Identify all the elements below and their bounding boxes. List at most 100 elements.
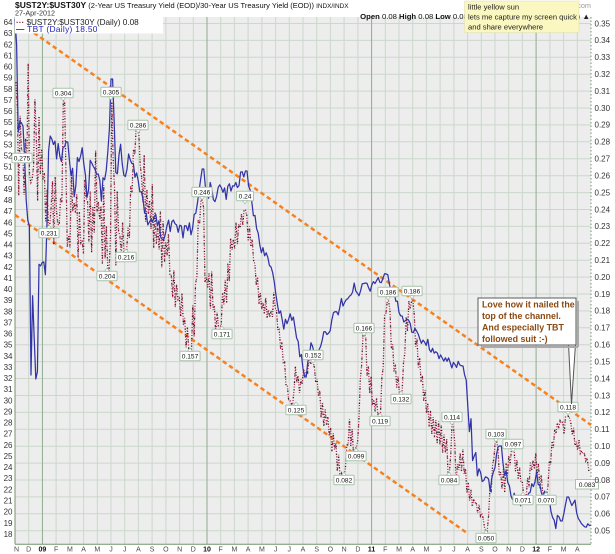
svg-text:0.28: 0.28 — [595, 138, 611, 147]
svg-text:0.11: 0.11 — [595, 425, 611, 434]
svg-text:A: A — [465, 547, 470, 554]
svg-text:0.22: 0.22 — [595, 239, 611, 248]
svg-text:0.17: 0.17 — [595, 324, 611, 333]
svg-text:47: 47 — [4, 207, 13, 216]
svg-text:F: F — [383, 547, 387, 554]
svg-text:F: F — [219, 547, 223, 554]
svg-text:0.23: 0.23 — [595, 222, 611, 231]
svg-text:0.083: 0.083 — [579, 482, 596, 489]
svg-text:0.10: 0.10 — [595, 442, 611, 451]
svg-text:— TBT (Daily) 18.50: — TBT (Daily) 18.50 — [16, 24, 98, 34]
svg-text:44: 44 — [4, 241, 13, 250]
svg-text:0.084: 0.084 — [441, 478, 458, 485]
svg-text:0.305: 0.305 — [103, 90, 120, 97]
svg-text:0.34: 0.34 — [595, 36, 611, 45]
svg-text:32: 32 — [4, 374, 13, 383]
svg-text:M: M — [561, 547, 567, 554]
svg-text:64: 64 — [4, 18, 13, 27]
svg-text:0.071: 0.071 — [515, 498, 532, 505]
svg-text:37: 37 — [4, 319, 13, 328]
svg-text:42: 42 — [4, 263, 13, 272]
svg-text:18: 18 — [4, 530, 13, 539]
svg-text:0.050: 0.050 — [478, 536, 495, 543]
svg-text:J: J — [452, 547, 456, 554]
svg-text:27-Apr-2012: 27-Apr-2012 — [15, 9, 55, 18]
svg-text:M: M — [259, 547, 265, 554]
svg-text:12: 12 — [532, 547, 540, 554]
svg-text:little yellow sun: little yellow sun — [468, 3, 519, 12]
svg-text:M: M — [94, 547, 100, 554]
svg-text:0.304: 0.304 — [55, 91, 72, 98]
svg-text:top of the channel.: top of the channel. — [482, 311, 561, 321]
svg-text:0.216: 0.216 — [118, 255, 135, 262]
svg-text:F: F — [548, 547, 552, 554]
svg-text:And especially TBT: And especially TBT — [482, 323, 564, 333]
svg-text:0.13: 0.13 — [595, 391, 611, 400]
svg-text:41: 41 — [4, 274, 13, 283]
svg-text:0.246: 0.246 — [194, 190, 211, 197]
svg-text:N: N — [14, 547, 19, 554]
svg-text:10: 10 — [203, 547, 211, 554]
svg-text:59: 59 — [4, 74, 13, 83]
svg-text:61: 61 — [4, 51, 13, 60]
svg-text:N: N — [177, 547, 182, 554]
svg-text:N: N — [506, 547, 511, 554]
svg-text:57: 57 — [4, 96, 13, 105]
svg-text:M: M — [396, 547, 402, 554]
svg-text:56: 56 — [4, 107, 13, 116]
svg-text:0.35: 0.35 — [595, 19, 611, 28]
svg-text:0.20: 0.20 — [595, 273, 611, 282]
svg-text:M: M — [423, 547, 429, 554]
svg-text:0.07: 0.07 — [595, 493, 611, 502]
svg-text:0.05: 0.05 — [595, 527, 611, 536]
svg-text:O: O — [163, 547, 169, 554]
svg-text:0.08: 0.08 — [595, 476, 611, 485]
svg-text:40: 40 — [4, 285, 13, 294]
svg-text:0.125: 0.125 — [288, 408, 305, 415]
svg-text:lets me capture my screen quic: lets me capture my screen quick — [468, 13, 577, 22]
svg-text:J: J — [123, 547, 127, 554]
svg-text:51: 51 — [4, 163, 13, 172]
svg-text:0.12: 0.12 — [595, 408, 611, 417]
svg-text:Love how it nailed the: Love how it nailed the — [482, 300, 575, 310]
svg-text:N: N — [342, 547, 347, 554]
svg-text:52: 52 — [4, 152, 13, 161]
svg-text:22: 22 — [4, 485, 13, 494]
svg-text:63: 63 — [4, 29, 13, 38]
svg-text:0.32: 0.32 — [595, 70, 611, 79]
svg-text:0.09: 0.09 — [595, 459, 611, 468]
svg-text:43: 43 — [4, 252, 13, 261]
svg-text:M: M — [67, 547, 73, 554]
svg-text:M: M — [231, 547, 237, 554]
svg-text:0.119: 0.119 — [372, 419, 388, 426]
svg-text:0.275: 0.275 — [14, 156, 31, 163]
svg-text:27: 27 — [4, 430, 13, 439]
svg-text:J: J — [274, 547, 278, 554]
svg-text:0.18: 0.18 — [595, 307, 611, 316]
svg-text:J: J — [288, 547, 292, 554]
svg-text:21: 21 — [4, 497, 13, 506]
svg-text:0.31: 0.31 — [595, 87, 611, 96]
svg-text:0.204: 0.204 — [99, 274, 116, 281]
svg-text:O: O — [328, 547, 334, 554]
svg-text:0.26: 0.26 — [595, 172, 611, 181]
svg-text:36: 36 — [4, 330, 13, 339]
svg-text:0.157: 0.157 — [182, 354, 199, 361]
svg-text:0.132: 0.132 — [393, 397, 410, 404]
svg-text:A: A — [301, 547, 306, 554]
svg-text:J: J — [438, 547, 442, 554]
svg-text:0.14: 0.14 — [595, 374, 611, 383]
svg-text:46: 46 — [4, 218, 13, 227]
svg-text:19: 19 — [4, 519, 13, 528]
svg-text:··· $UST2Y:$UST30Y (Daily) 0.0: ··· $UST2Y:$UST30Y (Daily) 0.08 — [16, 18, 139, 27]
svg-text:23: 23 — [4, 474, 13, 483]
svg-text:29: 29 — [4, 408, 13, 417]
svg-text:D: D — [355, 547, 360, 554]
svg-text:0.186: 0.186 — [404, 289, 421, 296]
svg-text:0.06: 0.06 — [595, 510, 611, 519]
svg-text:49: 49 — [4, 185, 13, 194]
svg-text:A: A — [136, 547, 141, 554]
svg-text:0.15: 0.15 — [595, 357, 611, 366]
svg-text:A: A — [575, 547, 580, 554]
svg-text:0.171: 0.171 — [214, 332, 231, 339]
